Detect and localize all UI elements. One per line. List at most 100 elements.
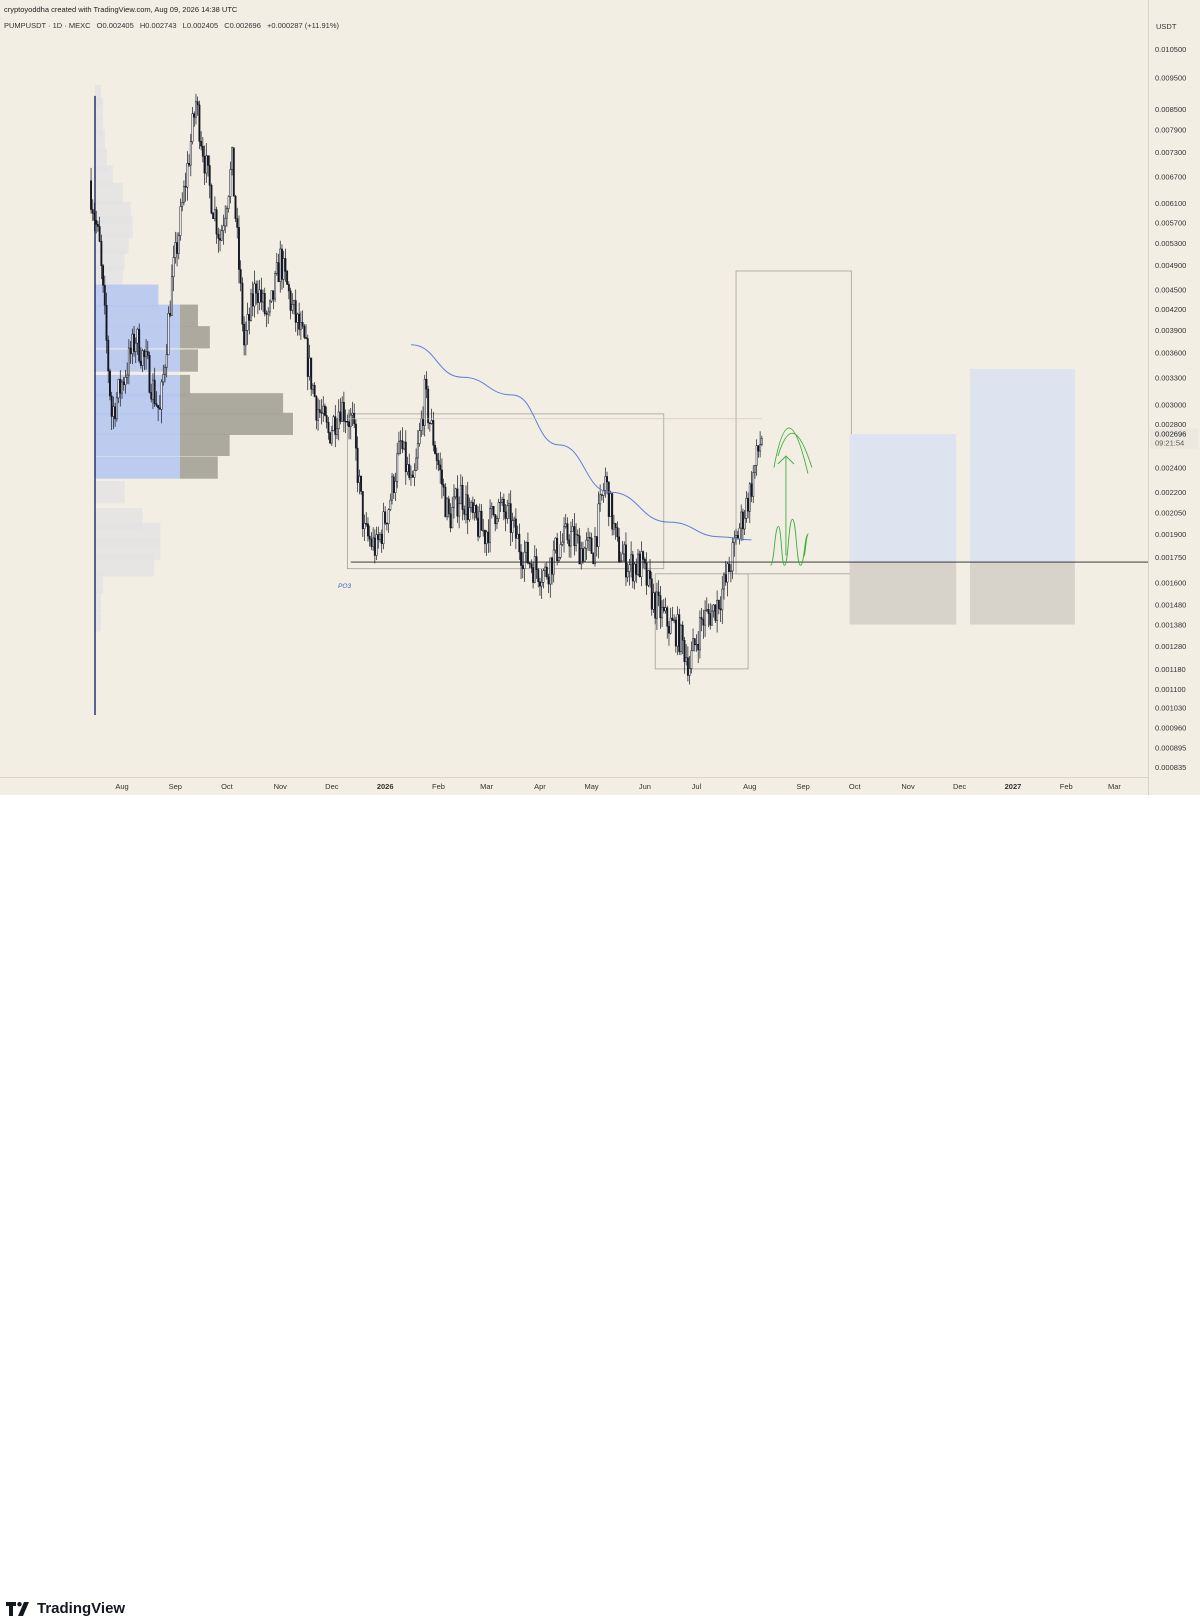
price-tick-label: 0.003300 [1155, 373, 1186, 382]
candle-body [482, 530, 485, 532]
candle-body [582, 548, 584, 562]
candle-body [695, 643, 698, 646]
candle-body [418, 430, 421, 444]
time-axis[interactable] [0, 777, 1148, 796]
candle-body [513, 518, 516, 521]
candle-body [466, 494, 469, 520]
candle-body [373, 537, 376, 556]
candle-body [738, 527, 741, 540]
candle-body [219, 238, 221, 241]
candle-body [157, 405, 160, 409]
candle-body [234, 195, 237, 219]
candle-body [213, 209, 216, 219]
candle-body [556, 537, 559, 562]
candle-body [489, 508, 492, 543]
candle-body [446, 498, 449, 518]
candle-body [655, 591, 658, 619]
candle-body [504, 511, 507, 519]
candle-body [740, 511, 743, 529]
chart-canvas[interactable]: 0.010500 0.009500 0.008500 0.007900 0.007300… [0, 0, 1200, 795]
candle-body [415, 457, 418, 471]
time-tick-label: 2026 [377, 782, 394, 791]
candle-body [270, 290, 273, 302]
candle-body [724, 574, 727, 583]
candle-body [594, 536, 596, 565]
candle-body [334, 416, 337, 435]
candle-body [628, 564, 631, 572]
candle-body [397, 441, 400, 454]
candle-body [422, 418, 424, 426]
candle-body [146, 351, 149, 356]
high-value: H0.002743 [139, 21, 177, 30]
candle-body [260, 289, 263, 303]
candle-body [317, 409, 320, 421]
candle-body [301, 322, 304, 327]
candle-body [444, 486, 447, 518]
candle-body [263, 293, 266, 314]
candle-body [354, 423, 357, 449]
symbol-ohlc-line[interactable]: PUMPUSDT · 1D · MEXC O0.002405 H0.002743… [4, 21, 343, 30]
candle-body [711, 610, 713, 626]
candle-body [251, 293, 254, 307]
candle-body [172, 257, 175, 277]
candle-body [723, 574, 725, 590]
candle-body [712, 604, 715, 612]
candle-body [688, 668, 691, 676]
candle-body [119, 379, 122, 394]
candle-body [502, 499, 505, 513]
candle-body [107, 340, 110, 372]
candle-body [681, 624, 684, 641]
candle-body [253, 283, 256, 307]
volume-profile-bar-up [95, 589, 101, 612]
candle-body [284, 258, 287, 272]
candle-series [90, 93, 763, 685]
candle-body [379, 534, 381, 540]
candle-body [296, 313, 299, 323]
candle-body [539, 581, 541, 587]
candle-body [616, 527, 619, 538]
candle-body [435, 453, 438, 461]
candle-body [207, 155, 209, 166]
candle-body [621, 553, 624, 562]
volume-profile-bar-up [95, 248, 125, 271]
candle-body [535, 556, 538, 570]
candle-body [430, 420, 433, 424]
price-tick-label: 0.008500 [1155, 105, 1186, 114]
candle-body [698, 617, 701, 651]
candle-body [483, 530, 486, 545]
projection-top-arc [773, 427, 809, 474]
candle-body [348, 421, 350, 428]
candle-body [685, 657, 688, 662]
volume-profile-bar-up [95, 265, 123, 289]
candle-body [385, 522, 388, 525]
time-tick-label: Sep [796, 782, 809, 791]
candle-body [114, 406, 117, 420]
candle-body [600, 494, 603, 496]
range-box [346, 413, 665, 570]
time-tick-label: Nov [901, 782, 915, 791]
candle-body [121, 381, 123, 394]
tradingview-logo[interactable]: TradingView [6, 1600, 125, 1617]
candle-body [697, 643, 700, 651]
candle-body [275, 262, 278, 274]
candle-body [516, 533, 519, 539]
candle-body [568, 539, 571, 547]
price-axis[interactable] [1148, 0, 1200, 795]
candle-body [416, 443, 419, 459]
candle-body [432, 420, 435, 446]
candle-body [475, 505, 478, 519]
symbol-label[interactable]: PUMPUSDT · 1D · MEXC [4, 21, 91, 30]
price-tick-label: 0.002800 [1155, 420, 1186, 429]
candle-body [229, 169, 232, 197]
price-tick-label: 0.002050 [1155, 508, 1186, 517]
candle-body [268, 300, 271, 313]
time-axis-labels: Aug Sep Oct Nov Dec 2026 Feb Mar Apr May Jun Jul Aug… [115, 782, 1121, 791]
candle-body [184, 186, 187, 188]
candle-body [709, 613, 712, 626]
candle-body [329, 432, 332, 444]
candle-body [470, 502, 473, 508]
candle-body [305, 337, 307, 339]
candle-body [545, 566, 548, 578]
candle-body [587, 537, 590, 541]
